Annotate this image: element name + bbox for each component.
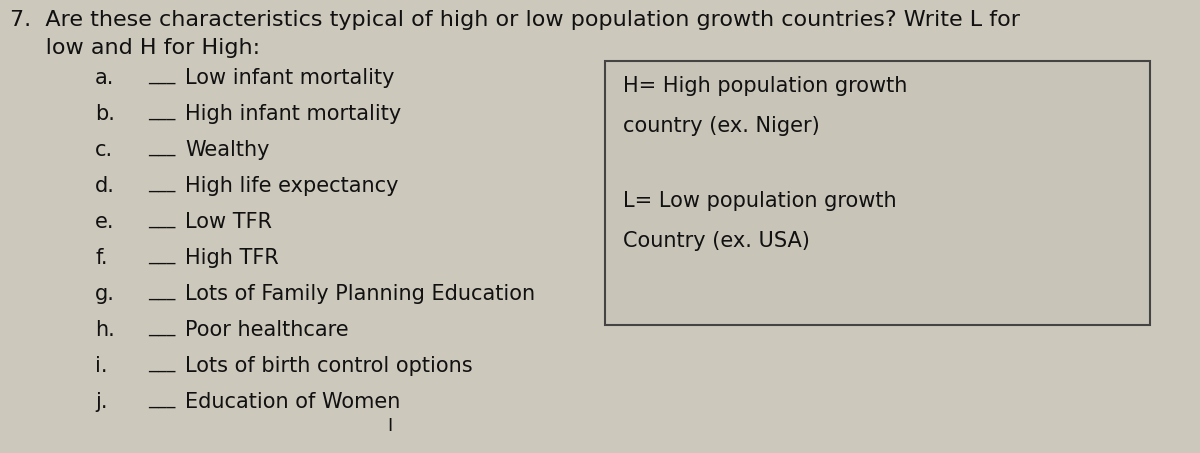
Text: ___: ___	[148, 318, 175, 336]
Text: ___: ___	[148, 390, 175, 408]
Text: Wealthy: Wealthy	[185, 140, 270, 160]
Text: ___: ___	[148, 210, 175, 228]
Text: g.: g.	[95, 284, 115, 304]
Text: e.: e.	[95, 212, 114, 232]
Text: c.: c.	[95, 140, 113, 160]
Text: country (ex. Niger): country (ex. Niger)	[623, 116, 820, 136]
Text: Lots of Family Planning Education: Lots of Family Planning Education	[185, 284, 535, 304]
Text: Education of Women: Education of Women	[185, 392, 401, 412]
Text: h.: h.	[95, 320, 115, 340]
Text: f.: f.	[95, 248, 108, 268]
Text: b.: b.	[95, 104, 115, 124]
Text: ___: ___	[148, 66, 175, 84]
Text: L= Low population growth: L= Low population growth	[623, 191, 896, 211]
Text: I: I	[388, 417, 392, 435]
Bar	[605, 61, 1150, 325]
Text: Lots of birth control options: Lots of birth control options	[185, 356, 473, 376]
Text: Country (ex. USA): Country (ex. USA)	[623, 231, 810, 251]
Text: ___: ___	[148, 174, 175, 192]
Text: Low TFR: Low TFR	[185, 212, 272, 232]
Text: i.: i.	[95, 356, 108, 376]
Text: ___: ___	[148, 354, 175, 372]
Text: ___: ___	[148, 282, 175, 300]
Text: Poor healthcare: Poor healthcare	[185, 320, 349, 340]
Text: d.: d.	[95, 176, 115, 196]
Text: ___: ___	[148, 138, 175, 156]
Text: High TFR: High TFR	[185, 248, 278, 268]
Text: H= High population growth: H= High population growth	[623, 76, 907, 96]
Text: High life expectancy: High life expectancy	[185, 176, 398, 196]
Text: High infant mortality: High infant mortality	[185, 104, 401, 124]
Text: j.: j.	[95, 392, 108, 412]
Text: ___: ___	[148, 246, 175, 264]
Text: a.: a.	[95, 68, 114, 88]
Text: 7.  Are these characteristics typical of high or low population growth countries: 7. Are these characteristics typical of …	[10, 10, 1020, 30]
Text: low and H for High:: low and H for High:	[10, 38, 260, 58]
Text: Low infant mortality: Low infant mortality	[185, 68, 395, 88]
Text: ___: ___	[148, 102, 175, 120]
